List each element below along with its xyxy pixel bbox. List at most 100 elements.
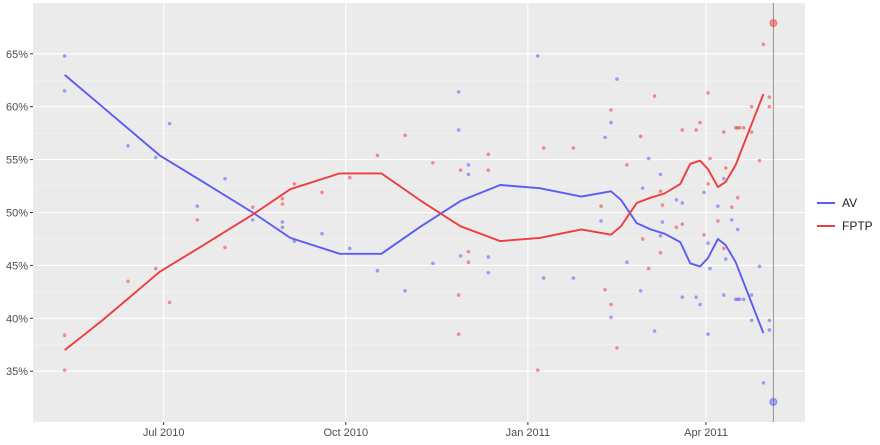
av-poll-point: [737, 297, 742, 302]
av-result-point: [769, 397, 778, 406]
y-tick-label: 50%: [6, 208, 28, 220]
fptp-poll-point: [658, 189, 663, 194]
fptp-poll-point: [603, 287, 607, 292]
av-poll-point: [741, 297, 746, 302]
av-poll-point: [694, 295, 698, 299]
fptp-poll-point: [722, 130, 726, 134]
fptp-poll-point: [706, 182, 710, 186]
fptp-poll-point: [431, 160, 435, 165]
x-tick-label: Jul 2010: [143, 427, 185, 439]
fptp-poll-point: [761, 42, 766, 47]
fptp-poll-point: [466, 249, 471, 254]
av-poll-point: [640, 186, 645, 190]
av-poll-point: [625, 260, 629, 265]
fptp-poll-point: [680, 128, 685, 132]
fptp-poll-point: [741, 126, 746, 130]
av-poll-point: [658, 172, 663, 177]
fptp-poll-point: [403, 133, 407, 138]
av-poll-point: [62, 89, 67, 93]
x-tick-label: Jan 2011: [506, 427, 550, 439]
y-axis-ticks: 35% 40% 45% 50% 55% 60% 65%: [6, 49, 33, 378]
av-poll-point: [708, 266, 712, 271]
av-poll-point: [761, 381, 766, 385]
av-poll-point: [167, 121, 172, 126]
av-poll-point: [456, 128, 461, 132]
av-poll-point: [535, 54, 540, 58]
av-poll-point: [757, 264, 762, 269]
av-poll-point: [320, 231, 324, 236]
av-poll-point: [615, 77, 619, 81]
av-poll-point: [767, 318, 772, 323]
av-poll-point: [706, 332, 710, 336]
fptp-poll-point: [609, 302, 613, 307]
fptp-poll-point: [694, 128, 698, 132]
fptp-poll-point: [466, 260, 471, 265]
av-poll-point: [599, 219, 603, 223]
fptp-poll-point: [250, 205, 255, 210]
av-poll-point: [609, 315, 613, 320]
fptp-poll-point: [456, 293, 461, 297]
fptp-poll-point: [126, 279, 130, 284]
av-poll-point: [749, 293, 754, 297]
fptp-poll-point: [735, 195, 740, 200]
av-poll-point: [250, 218, 255, 222]
x-tick-label: Apr 2011: [684, 427, 728, 439]
poll-points: [62, 19, 778, 406]
fptp-trend-line: [64, 93, 765, 351]
fptp-poll-point: [724, 166, 728, 170]
fptp-poll-point: [638, 134, 643, 139]
av-poll-point: [658, 233, 663, 238]
fptp-poll-point: [571, 146, 576, 150]
av-poll-point: [767, 328, 772, 332]
av-poll-point: [722, 176, 726, 181]
fptp-poll-point: [716, 219, 720, 223]
y-tick-label: 35%: [6, 366, 28, 378]
y-tick-label: 55%: [6, 155, 28, 167]
av-poll-point: [541, 276, 546, 280]
av-poll-point: [403, 288, 407, 293]
av-poll-point: [609, 120, 613, 125]
av-poll-point: [195, 204, 200, 208]
legend-label-fptp: FPTP: [842, 219, 873, 233]
av-poll-point: [280, 225, 285, 230]
av-poll-point: [638, 288, 643, 293]
fptp-poll-point: [680, 222, 685, 226]
x-axis-ticks: Jul 2010 Oct 2010 Jan 2011 Apr 2011: [143, 422, 728, 439]
gridlines: [33, 3, 805, 422]
av-poll-point: [698, 302, 702, 307]
av-poll-point: [347, 246, 352, 251]
fptp-poll-point: [486, 152, 491, 157]
av-poll-point: [458, 254, 463, 258]
av-poll-point: [660, 220, 665, 224]
fptp-poll-point: [757, 158, 762, 163]
fptp-poll-point: [609, 108, 613, 112]
fptp-poll-point: [280, 202, 285, 206]
fptp-poll-point: [292, 182, 297, 186]
x-tick-label: Oct 2010: [323, 427, 368, 439]
fptp-poll-point: [658, 250, 663, 255]
av-poll-point: [486, 255, 491, 259]
fptp-poll-point: [737, 126, 742, 130]
av-poll-point: [652, 329, 657, 333]
av-poll-point: [466, 163, 471, 167]
av-poll-point: [674, 198, 679, 202]
av-poll-point: [722, 293, 726, 297]
y-tick-label: 65%: [6, 49, 28, 61]
fptp-poll-point: [458, 168, 463, 172]
av-poll-point: [126, 144, 130, 148]
trend-lines: [64, 74, 765, 351]
fptp-poll-point: [749, 130, 754, 134]
y-tick-label: 40%: [6, 313, 28, 325]
legend-label-av: AV: [842, 196, 857, 210]
legend: AV FPTP: [817, 196, 873, 233]
fptp-poll-point: [320, 190, 324, 195]
av-poll-point: [646, 156, 651, 161]
av-poll-point: [603, 135, 607, 140]
y-tick-label: 60%: [6, 102, 28, 114]
fptp-poll-point: [652, 94, 657, 98]
fptp-poll-point: [167, 300, 172, 305]
fptp-poll-point: [347, 175, 352, 180]
av-poll-point: [680, 201, 685, 205]
fptp-poll-point: [698, 120, 702, 125]
